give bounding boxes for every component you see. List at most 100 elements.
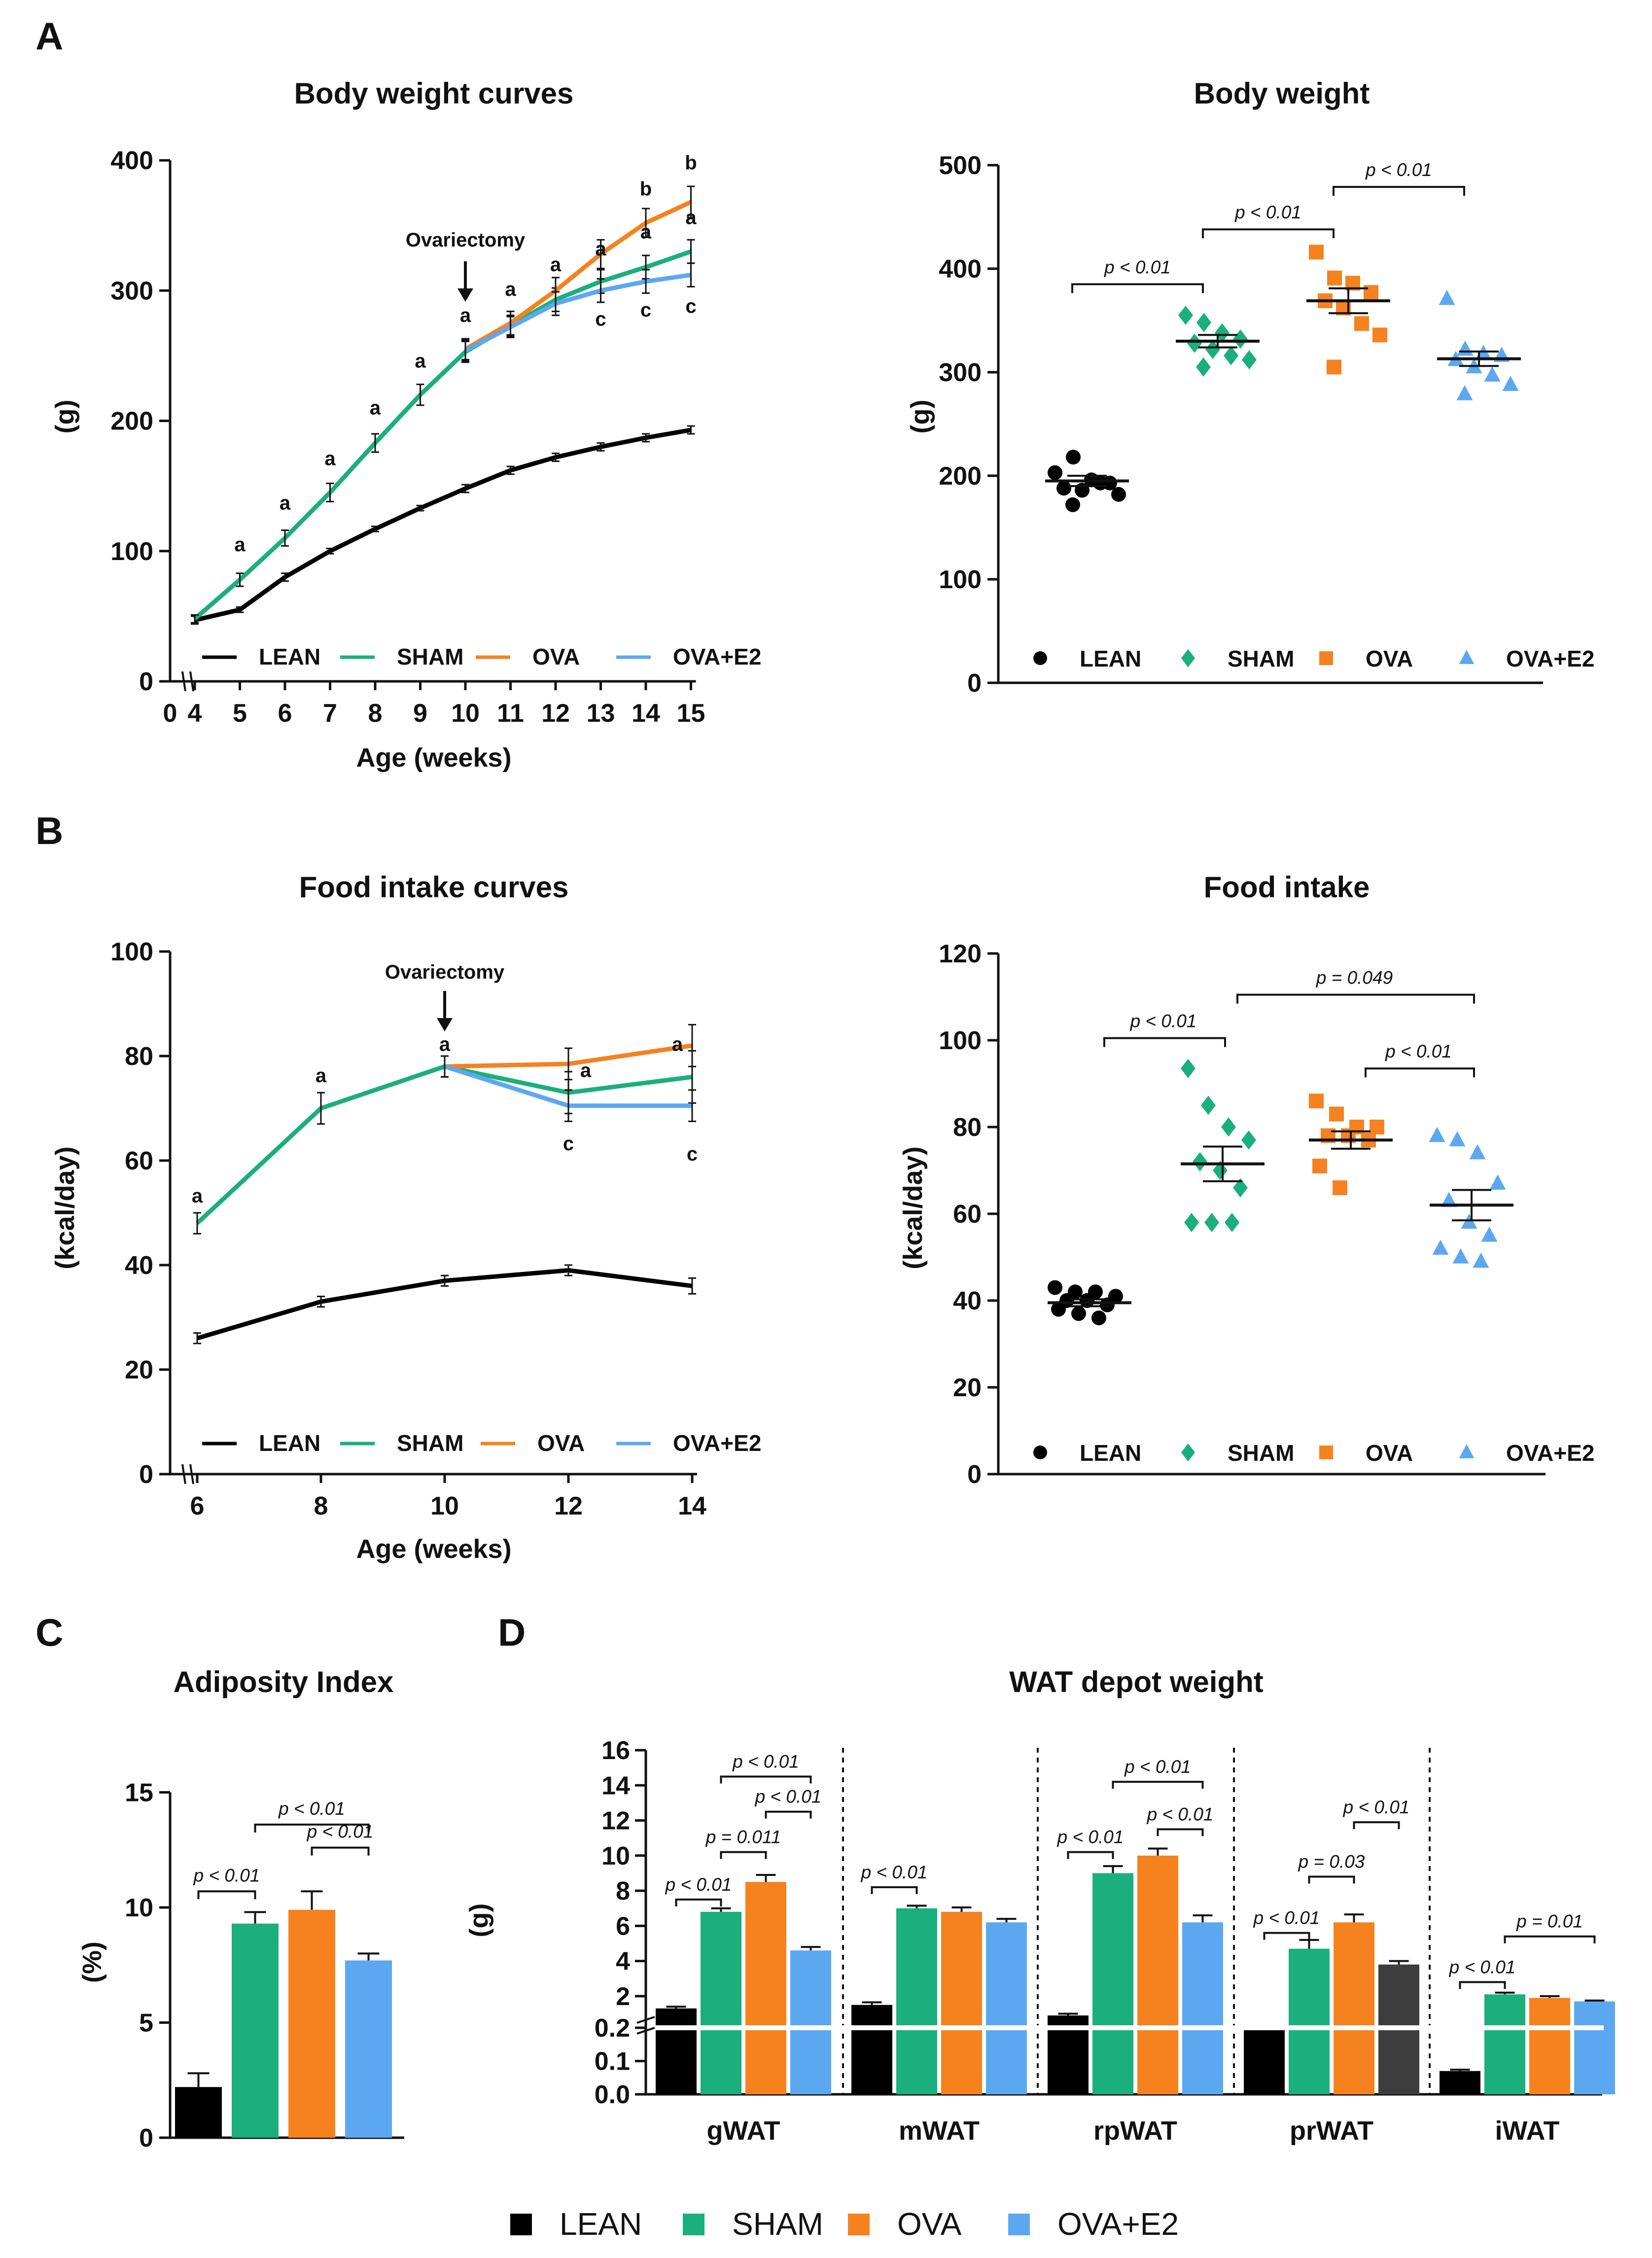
error-bar: [441, 1055, 449, 1078]
bar-prwat-ova: [1334, 1922, 1374, 2094]
data-point: [1242, 350, 1257, 370]
data-point: [1469, 1144, 1486, 1160]
x-tick-label: 5: [233, 699, 247, 728]
bar-iwat-ova-e2: [1574, 2001, 1615, 2094]
x-category-label: mWAT: [899, 2116, 980, 2146]
error-bar: [371, 433, 379, 453]
bar-iwat-sham: [1484, 1994, 1525, 2094]
bar-gwat-ova: [745, 1882, 786, 2094]
y-tick-label: 0: [967, 1460, 982, 1489]
y-axis-label: (g): [906, 400, 935, 434]
y-tick-label: 20: [125, 1356, 153, 1384]
y-tick-label: 0: [139, 2124, 153, 2152]
p-value-label: p < 0.01: [1449, 1957, 1516, 1977]
error-bar: [907, 1905, 927, 1908]
y-tick-label: 100: [939, 565, 982, 594]
bar-gwat-ova-e2: [790, 1950, 831, 2094]
bar-rpwat-sham: [1092, 1873, 1133, 2094]
significance-letter: a: [415, 350, 426, 372]
x-tick-label: 4: [188, 699, 202, 728]
error-bar: [688, 1277, 696, 1295]
p-value-label: p < 0.01: [193, 1865, 260, 1885]
error-bar: [301, 1890, 323, 1910]
data-point: [1093, 475, 1108, 491]
bar-ova-e2: [345, 1960, 392, 2138]
p-value-label: p < 0.01: [1253, 1908, 1320, 1928]
x-tick-label: 14: [678, 1492, 706, 1520]
chart-title: WAT depot weight: [1009, 1665, 1263, 1698]
legend-label: OVA: [1366, 646, 1413, 671]
x-category-label: prWAT: [1290, 2116, 1373, 2146]
ovariectomy-arrowhead: [437, 1018, 453, 1031]
p-value-label: p < 0.01: [1104, 257, 1171, 278]
error-bar: [441, 1274, 449, 1287]
error-bar: [1540, 1995, 1560, 1998]
data-point: [1080, 1293, 1094, 1308]
data-point: [1213, 1161, 1228, 1180]
y-tick-label: 20: [953, 1374, 982, 1402]
significance-letter: a: [439, 1033, 451, 1055]
p-value-label: p = 0.049: [1316, 968, 1393, 988]
y-tick-label: 400: [110, 146, 153, 175]
legend-marker: [1459, 1444, 1475, 1458]
y-axis-label: (g): [464, 1904, 494, 1938]
data-point: [1181, 1058, 1195, 1078]
data-point: [1354, 316, 1369, 331]
p-value-label: p < 0.01: [1385, 1041, 1452, 1061]
y-tick-label: 16: [601, 1736, 630, 1765]
bar-mwat-sham: [896, 1908, 937, 2094]
error-bar: [1344, 1913, 1364, 1923]
y-tick-label: 40: [953, 1287, 982, 1315]
sem-bar: [1070, 1298, 1109, 1307]
legend-swatch: [1008, 2214, 1030, 2235]
significance-bracket: [1067, 1851, 1114, 1859]
y-tick-label: 400: [939, 255, 982, 283]
error-bar: [1148, 1847, 1168, 1856]
x-axis-label: Age (weeks): [356, 1534, 511, 1564]
data-point: [1502, 376, 1519, 391]
significance-bracket: [1103, 1037, 1226, 1047]
significance-bracket: [1308, 1875, 1355, 1884]
y-tick-label: 80: [125, 1042, 153, 1071]
data-point: [1204, 1213, 1219, 1233]
data-point: [1187, 333, 1202, 353]
error-bar: [193, 1332, 201, 1344]
x-tick-label: 15: [677, 699, 705, 728]
legend-swatch: [510, 2214, 532, 2235]
y-tick-label: 10: [601, 1842, 630, 1870]
error-bar: [951, 1906, 972, 1912]
significance-bracket: [197, 1890, 256, 1900]
error-bar: [416, 384, 424, 406]
data-point: [1370, 1120, 1384, 1134]
legend-marker: [1319, 1446, 1333, 1459]
error-bar: [687, 185, 695, 218]
significance-bracket: [1504, 1935, 1596, 1943]
p-value-label: p < 0.01: [1147, 1804, 1214, 1824]
sem-bar: [1198, 334, 1237, 349]
x-category-label: iWAT: [1495, 2116, 1560, 2146]
y-axis-label: (kcal/day): [898, 1146, 928, 1269]
data-point: [1489, 1174, 1506, 1190]
data-point: [1048, 1280, 1062, 1295]
significance-letter: a: [280, 492, 291, 514]
significance-letter: c: [640, 299, 651, 321]
error-bar: [371, 526, 379, 532]
error-bar: [244, 1911, 266, 1924]
error-bar: [642, 433, 650, 443]
significance-letter: b: [685, 152, 697, 174]
sem-bar: [1459, 351, 1499, 367]
data-point: [1193, 1152, 1207, 1171]
y-tick-label: 40: [125, 1251, 153, 1280]
significance-letter: a: [234, 534, 246, 556]
bar-prwat-lean: [1244, 2027, 1285, 2094]
error-bar: [281, 572, 289, 582]
error-bar: [687, 425, 695, 435]
y-tick-label: 200: [110, 407, 153, 436]
error-bar: [317, 1092, 325, 1125]
legend-label: SHAM: [732, 2206, 823, 2242]
wat-depot-weight-chart: WAT depot weight 2 4 6 8 10 12 14 16 0.0 0.1 0.2 (g)…: [464, 1665, 1615, 2146]
x-category-label: gWAT: [707, 2116, 780, 2146]
data-point: [1432, 1239, 1449, 1255]
error-bar: [996, 1918, 1017, 1923]
